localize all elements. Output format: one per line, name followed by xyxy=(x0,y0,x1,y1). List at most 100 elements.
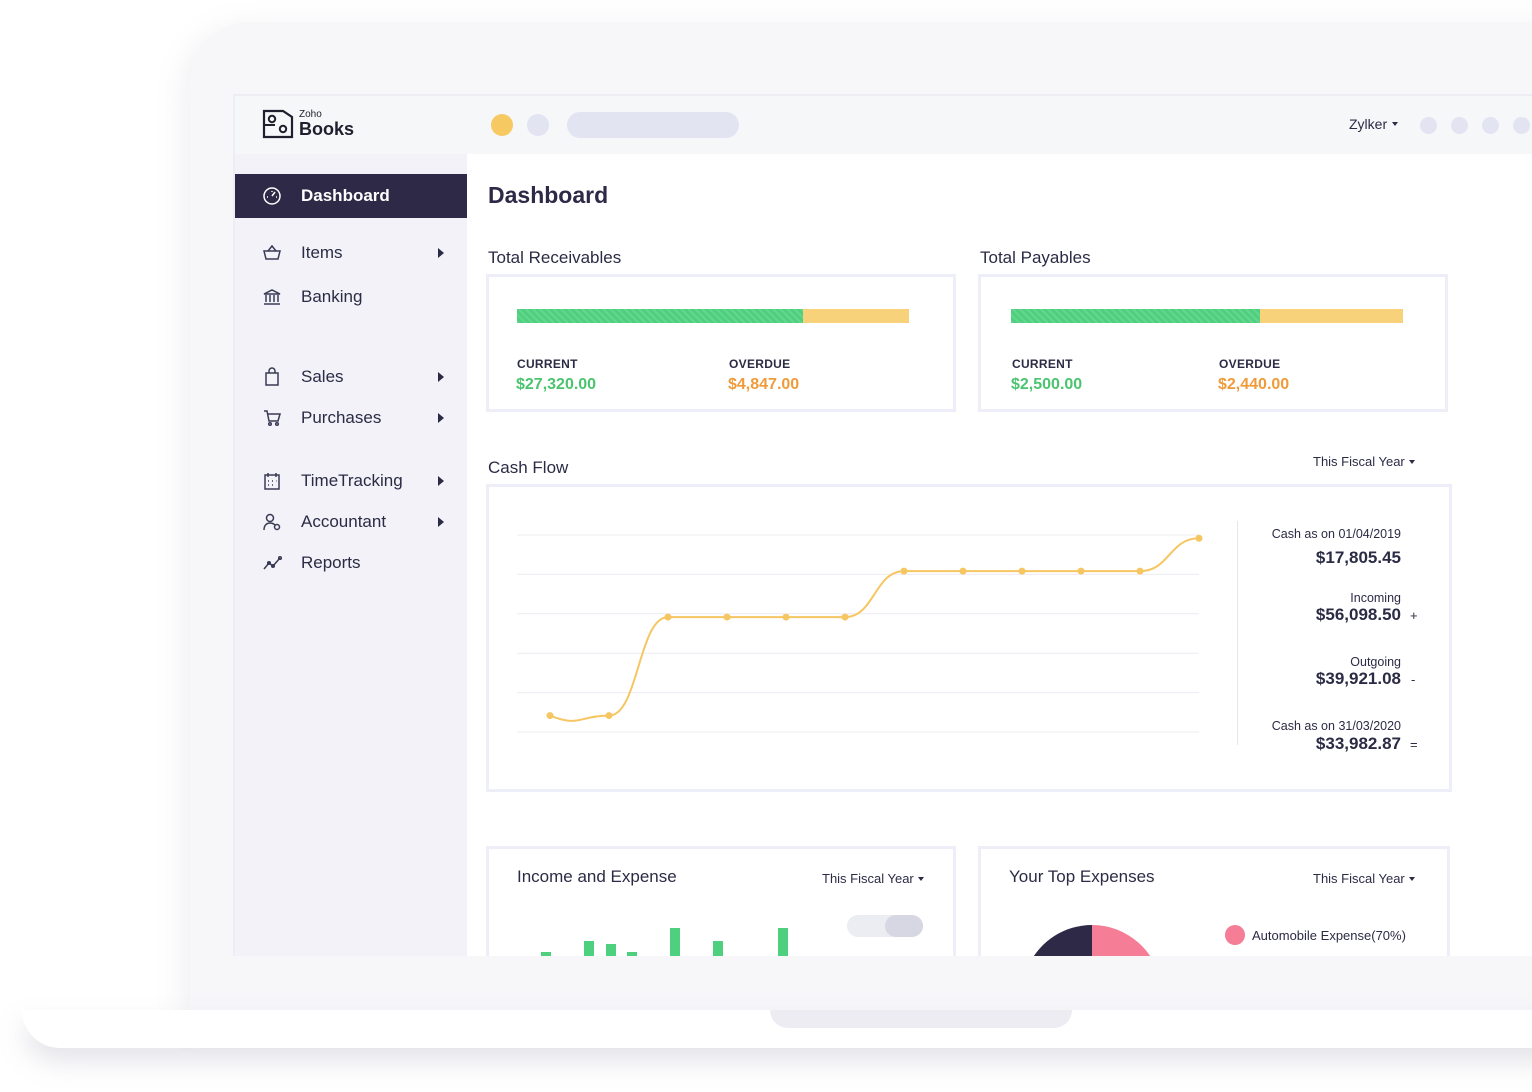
org-switcher[interactable]: Zylker xyxy=(1349,116,1399,132)
chevron-down-icon xyxy=(1408,459,1415,464)
cashflow-outgoing-label: Outgoing xyxy=(1350,655,1401,669)
cashflow-outgoing-value: $39,921.08 xyxy=(1315,669,1401,688)
status-dot-grey xyxy=(527,114,549,136)
cashflow-data-point xyxy=(782,613,790,621)
basket-icon xyxy=(261,242,283,264)
sidebar: Dashboard Items Banking Sales xyxy=(235,154,467,956)
cashflow-line-chart xyxy=(517,534,1203,733)
sidebar-item-sales[interactable]: Sales xyxy=(235,359,467,395)
sidebar-item-dashboard[interactable]: Dashboard xyxy=(235,174,467,218)
logo-small-text: Zoho xyxy=(299,109,322,120)
sidebar-item-items[interactable]: Items xyxy=(235,235,467,271)
cashflow-opening-label-text: Cash as on xyxy=(1271,527,1335,541)
income-expense-bar xyxy=(606,944,616,956)
org-name: Zylker xyxy=(1349,116,1388,132)
search-bar-placeholder[interactable] xyxy=(567,112,739,138)
chevron-right-icon xyxy=(438,372,444,382)
header-action-icon[interactable] xyxy=(1451,117,1468,134)
cashflow-divider xyxy=(1237,521,1238,745)
cashflow-closing-date: 31/03/2020 xyxy=(1338,719,1401,733)
top-bar: Zoho Books Zylker xyxy=(235,96,1532,154)
income-expense-title: Income and Expense xyxy=(517,867,677,886)
pie-slice xyxy=(1033,925,1092,956)
cashflow-data-point xyxy=(1077,567,1085,575)
payables-current-label: CURRENT xyxy=(1012,357,1073,371)
shopping-bag-icon xyxy=(261,366,283,388)
cashflow-incoming-label: Incoming xyxy=(1350,591,1401,605)
app-screen: Zoho Books Zylker Dashboard xyxy=(233,94,1532,956)
cashflow-closing-value: $33,982.87 xyxy=(1315,734,1401,753)
cashflow-data-point xyxy=(900,567,908,575)
payables-card[interactable]: CURRENT $2,500.00 OVERDUE $2,440.00 xyxy=(978,274,1448,412)
cashflow-range-value: This Fiscal Year xyxy=(1313,454,1405,469)
header-action-icon[interactable] xyxy=(1513,117,1530,134)
toggle-knob xyxy=(885,915,923,937)
sidebar-item-purchases[interactable]: Purchases xyxy=(235,400,467,436)
cashflow-data-point xyxy=(1018,567,1026,575)
sidebar-item-label: TimeTracking xyxy=(301,471,403,490)
main-content: Dashboard Total Receivables CURRENT $27,… xyxy=(467,154,1532,956)
receivables-card[interactable]: CURRENT $27,320.00 OVERDUE $4,847.00 xyxy=(486,274,956,412)
cashflow-outgoing-sign: - xyxy=(1411,672,1416,687)
cashflow-opening-date: 01/04/2019 xyxy=(1338,527,1401,541)
payables-overdue-segment xyxy=(1259,309,1403,323)
status-dot-yellow xyxy=(491,114,513,136)
reports-chart-icon xyxy=(261,552,283,574)
receivables-current-value: $27,320.00 xyxy=(516,376,597,393)
sidebar-item-label: Banking xyxy=(301,287,363,306)
payables-overdue-value: $2,440.00 xyxy=(1218,376,1290,393)
app-logo[interactable]: Zoho Books xyxy=(261,108,354,140)
income-expense-bar xyxy=(670,928,680,956)
chevron-right-icon xyxy=(438,248,444,258)
cashflow-incoming-sign: + xyxy=(1410,608,1418,623)
chevron-down-icon xyxy=(917,876,924,881)
sidebar-item-label: Reports xyxy=(301,553,361,572)
sidebar-item-reports[interactable]: Reports xyxy=(235,545,467,581)
calendar-icon xyxy=(261,470,283,492)
cashflow-closing-label: Cash as on 31/03/2020 xyxy=(1249,719,1401,733)
cashflow-data-point xyxy=(1195,534,1203,542)
income-expense-bar xyxy=(713,941,723,956)
top-expenses-title: Your Top Expenses xyxy=(1009,867,1155,886)
logo-big-text: Books xyxy=(299,119,355,139)
dashboard-gauge-icon xyxy=(261,185,283,207)
sidebar-item-banking[interactable]: Banking xyxy=(235,279,467,315)
zoho-books-logo-icon xyxy=(262,109,294,139)
sidebar-item-label: Items xyxy=(301,243,343,262)
income-expense-range-dropdown[interactable]: This Fiscal Year xyxy=(822,871,924,886)
top-expenses-range-dropdown[interactable]: This Fiscal Year xyxy=(1313,871,1415,886)
cashflow-incoming-value: $56,098.50 xyxy=(1315,605,1401,624)
receivables-overdue-segment xyxy=(803,309,909,323)
cashflow-data-point xyxy=(605,712,613,720)
cashflow-data-point xyxy=(841,613,849,621)
legend-swatch-automobile xyxy=(1225,925,1245,945)
header-action-icon[interactable] xyxy=(1420,117,1437,134)
cashflow-title: Cash Flow xyxy=(488,458,569,477)
cashflow-range-dropdown[interactable]: This Fiscal Year xyxy=(1313,454,1415,469)
top-expenses-card: Your Top Expenses This Fiscal Year Autom… xyxy=(978,846,1450,956)
sidebar-item-label: Dashboard xyxy=(301,186,390,205)
income-expense-bar xyxy=(778,928,788,956)
payables-current-segment xyxy=(1011,309,1260,323)
income-expense-bar xyxy=(627,952,637,956)
receivables-current-segment xyxy=(517,309,804,323)
sidebar-item-label: Sales xyxy=(301,367,344,386)
top-expenses-pie-chart xyxy=(1033,925,1151,956)
receivables-bar xyxy=(517,309,909,323)
chevron-right-icon xyxy=(438,476,444,486)
cashflow-data-point xyxy=(546,712,554,720)
income-expense-toggle[interactable] xyxy=(847,915,923,937)
cashflow-data-point xyxy=(664,613,672,621)
header-action-icon[interactable] xyxy=(1482,117,1499,134)
sidebar-item-accountant[interactable]: Accountant xyxy=(235,504,467,540)
cashflow-closing-sign: = xyxy=(1410,737,1418,752)
cart-icon xyxy=(261,407,283,429)
top-expenses-range-value: This Fiscal Year xyxy=(1313,871,1405,886)
income-expense-bar xyxy=(584,941,594,956)
sidebar-item-label: Accountant xyxy=(301,512,387,531)
receivables-title: Total Receivables xyxy=(488,248,622,267)
cashflow-series-line xyxy=(549,537,1200,722)
receivables-overdue-value: $4,847.00 xyxy=(728,376,800,393)
sidebar-item-timetracking[interactable]: TimeTracking xyxy=(235,463,467,499)
